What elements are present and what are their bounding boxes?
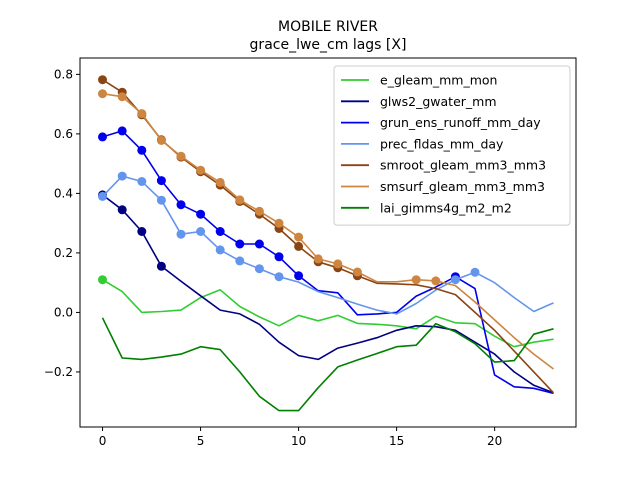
data-point-prec_fldas_mm_day-2: [137, 177, 147, 186]
data-point-smsurf_gleam_mm3_mm3-0: [98, 89, 107, 99]
data-point-glws2_gwater_mm-3: [156, 261, 166, 271]
legend-label-prec_fldas_mm_day: prec_fldas_mm_day: [380, 136, 504, 151]
data-point-smroot_gleam_mm3_mm3-0: [98, 75, 107, 85]
x-tick-label: 0: [99, 434, 107, 448]
data-point-smsurf_gleam_mm3_mm3-16: [411, 275, 421, 285]
x-tick-label: 10: [291, 434, 306, 448]
y-tick-label: 0.2: [54, 246, 73, 260]
data-point-smsurf_gleam_mm3_mm3-2: [137, 109, 147, 119]
data-point-smsurf_gleam_mm3_mm3-7: [235, 195, 245, 205]
legend-label-smsurf_gleam_mm3_mm3: smsurf_gleam_mm3_mm3: [380, 179, 545, 194]
data-point-prec_fldas_mm_day-1: [117, 171, 127, 181]
y-tick-label: 0.8: [54, 67, 73, 81]
data-point-smsurf_gleam_mm3_mm3-6: [215, 177, 225, 187]
series-line-e_gleam_mm_mon: [102, 279, 554, 348]
data-point-smsurf_gleam_mm3_mm3-9: [274, 218, 284, 228]
data-point-prec_fldas_mm_day-5: [196, 227, 206, 236]
data-point-grun_ens_runoff_mm_day-8: [254, 239, 264, 249]
y-tick-label: 0.6: [54, 127, 73, 141]
data-point-grun_ens_runoff_mm_day-10: [294, 271, 304, 281]
data-point-smsurf_gleam_mm3_mm3-4: [176, 151, 186, 161]
data-point-e_gleam_mm_mon-0: [98, 275, 107, 285]
chart-title: MOBILE RIVER: [278, 19, 378, 35]
series-layer: [98, 75, 555, 412]
chart-subtitle: grace_lwe_cm lags [X]: [250, 37, 407, 53]
data-point-smsurf_gleam_mm3_mm3-13: [352, 267, 362, 277]
data-point-grun_ens_runoff_mm_day-5: [196, 209, 206, 219]
x-tick-label: 5: [197, 434, 205, 448]
data-point-grun_ens_runoff_mm_day-3: [156, 176, 166, 186]
data-point-grun_ens_runoff_mm_day-0: [98, 132, 107, 142]
data-point-grun_ens_runoff_mm_day-4: [176, 200, 186, 210]
legend-label-e_gleam_mm_mon: e_gleam_mm_mon: [380, 73, 497, 88]
legend-label-smroot_gleam_mm3_mm3: smroot_gleam_mm3_mm3: [380, 158, 546, 173]
axes-layer: 0 5 10 15 20 −0.2 0.0 0.2 0.4 0.6 0.8: [44, 57, 577, 448]
data-point-smsurf_gleam_mm3_mm3-11: [313, 254, 323, 264]
data-point-prec_fldas_mm_day-0: [98, 191, 107, 201]
data-point-grun_ens_runoff_mm_day-6: [215, 227, 225, 236]
legend: e_gleam_mm_mon glws2_gwater_mm grun_ens_ru…: [333, 65, 571, 226]
data-point-prec_fldas_mm_day-4: [176, 229, 186, 239]
data-point-glws2_gwater_mm-2: [137, 227, 147, 236]
data-point-smsurf_gleam_mm3_mm3-8: [254, 206, 264, 216]
data-point-grun_ens_runoff_mm_day-2: [137, 145, 147, 155]
legend-box: [333, 65, 571, 226]
data-point-smsurf_gleam_mm3_mm3-17: [431, 276, 441, 286]
y-tick-label: 0.0: [54, 305, 73, 319]
y-tick-label: −0.2: [44, 365, 73, 379]
series-line-lai_gimms4g_m2_m2: [101, 317, 554, 412]
data-point-glws2_gwater_mm-1: [117, 205, 127, 215]
data-point-smsurf_gleam_mm3_mm3-5: [196, 165, 206, 175]
data-point-smsurf_gleam_mm3_mm3-1: [117, 92, 127, 102]
data-point-smroot_gleam_mm3_mm3-10: [294, 241, 304, 251]
series-line-grun_ens_runoff_mm_day: [102, 130, 554, 395]
series-line-glws2_gwater_mm: [102, 194, 554, 394]
data-point-prec_fldas_mm_day-8: [254, 264, 264, 274]
legend-label-glws2_gwater_mm: glws2_gwater_mm: [380, 94, 497, 109]
data-point-grun_ens_runoff_mm_day-7: [235, 239, 245, 249]
plot-frame: [79, 57, 577, 428]
data-point-prec_fldas_mm_day-6: [215, 245, 225, 255]
legend-label-lai_gimms4g_m2_m2: lai_gimms4g_m2_m2: [380, 200, 512, 215]
legend-label-grun_ens_runoff_mm_day: grun_ens_runoff_mm_day: [380, 115, 541, 130]
data-point-grun_ens_runoff_mm_day-1: [117, 126, 127, 136]
data-point-smsurf_gleam_mm3_mm3-3: [156, 135, 166, 145]
data-point-smsurf_gleam_mm3_mm3-12: [333, 259, 343, 269]
x-tick-label: 20: [487, 434, 502, 448]
data-point-prec_fldas_mm_day-7: [235, 256, 245, 266]
data-point-prec_fldas_mm_day-3: [156, 195, 166, 205]
data-point-prec_fldas_mm_day-9: [274, 272, 284, 282]
x-tick-label: 15: [389, 434, 404, 448]
y-tick-label: 0.4: [54, 186, 73, 200]
data-point-prec_fldas_mm_day-19: [470, 267, 480, 277]
data-point-smsurf_gleam_mm3_mm3-10: [294, 232, 304, 242]
data-point-grun_ens_runoff_mm_day-9: [274, 252, 284, 262]
data-point-prec_fldas_mm_day-18: [450, 275, 460, 285]
